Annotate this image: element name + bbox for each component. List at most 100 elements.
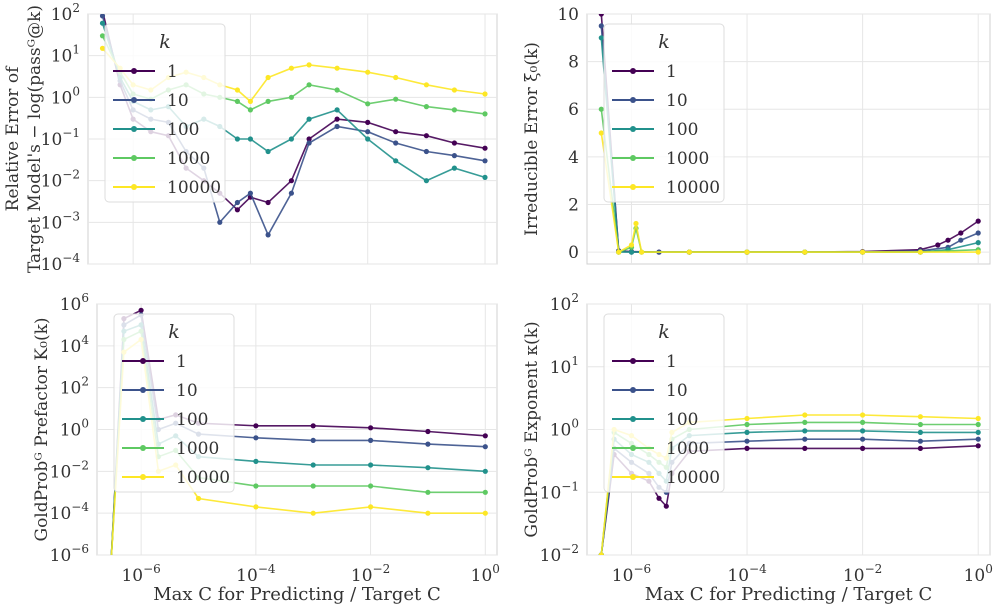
series-point-k10 [365, 129, 371, 135]
series-point-k10000 [482, 91, 488, 97]
series-point-k1 [935, 242, 941, 248]
series-point-k10000 [368, 504, 374, 510]
series-point-k100 [425, 465, 431, 471]
y-tick-exponent: 1 [72, 43, 80, 57]
series-point-k1000 [310, 483, 316, 489]
series-group [598, 14, 981, 255]
legend-label: 10 [666, 91, 688, 111]
y-tick-label: 4 [568, 148, 579, 168]
series-point-k100 [368, 462, 374, 468]
legend-swatch-marker [630, 97, 636, 103]
series-point-k100 [99, 20, 106, 26]
legend-swatch-marker [630, 155, 636, 161]
series-point-k1000 [451, 107, 457, 113]
series-point-k100 [451, 165, 457, 171]
series-point-k10000 [628, 242, 635, 248]
legend-label: 10 [176, 381, 198, 401]
y-tick-label: 101 [550, 354, 579, 378]
series-point-k10000 [234, 87, 240, 93]
series-point-k10 [860, 436, 866, 442]
series-point-k1000 [975, 421, 981, 428]
series-point-k1 [334, 116, 340, 122]
legend-title: k [168, 321, 180, 343]
series-point-k10 [451, 153, 457, 159]
series-point-k10 [425, 441, 431, 447]
series-point-k10 [109, 559, 114, 564]
y-tick-label: 10−2 [50, 458, 89, 482]
series-point-k10000 [860, 249, 866, 255]
y-axis-label: Irreducible Error ξ₀(k) [522, 42, 542, 236]
series-point-k1000 [288, 94, 294, 100]
legend-label: 100 [666, 120, 698, 140]
series-point-k1 [482, 145, 488, 151]
series-point-k100 [975, 429, 981, 435]
y-tick-base: 10 [41, 172, 63, 192]
x-tick-exponent: −6 [143, 562, 161, 576]
legend-swatch-marker [131, 184, 137, 190]
series-point-k100 [482, 174, 488, 180]
series-point-k100 [265, 148, 271, 155]
series-point-k10000 [975, 249, 981, 255]
legend-label: 1000 [167, 149, 210, 169]
legend-swatch-marker [131, 155, 137, 161]
series-point-k1000 [744, 421, 750, 428]
panel-tr: 0 2 4 6 8 10 Irreducible Error ξ₀(k) k 1 10 100 100… [522, 5, 991, 265]
series-point-k10000 [744, 249, 750, 255]
legend-label: 1 [167, 62, 178, 82]
series-point-k100 [860, 428, 866, 434]
series-point-k1 [310, 423, 316, 429]
series-point-k1000 [802, 419, 808, 425]
series-point-k10 [306, 140, 312, 146]
series-point-k1 [109, 559, 114, 564]
y-tick-base: 10 [51, 47, 73, 67]
series-point-k10000 [247, 98, 253, 104]
x-tick-exponent: −6 [633, 562, 651, 576]
y-tick-exponent: −1 [561, 479, 579, 493]
series-point-k10 [288, 190, 294, 196]
x-tick-label: 10−2 [351, 562, 390, 586]
series-point-k10000 [265, 74, 271, 81]
y-tick-label: 10−4 [50, 500, 90, 524]
y-tick-base: 10 [550, 421, 572, 441]
y-tick-label: 10−3 [41, 209, 80, 233]
legend-label: 10 [666, 381, 688, 401]
y-tick-exponent: 0 [81, 417, 89, 431]
y-tick-exponent: −4 [62, 251, 80, 265]
series-point-k1 [598, 14, 604, 17]
legend-title: k [159, 31, 171, 53]
y-tick-text: 8 [568, 53, 579, 73]
series-point-k10000 [99, 45, 106, 51]
y-tick-base: 10 [550, 358, 572, 378]
x-tick-label: 10−2 [843, 562, 882, 586]
y-tick-label: 6 [568, 100, 579, 120]
y-tick-base: 10 [50, 546, 72, 566]
y-axis-label: Relative Error of [3, 65, 23, 211]
series-point-k1000 [393, 96, 399, 102]
legend-label: 100 [167, 120, 199, 140]
series-point-k10000 [365, 69, 371, 75]
series-point-k10 [393, 140, 399, 146]
y-tick-base: 10 [540, 546, 562, 566]
y-tick-label: 101 [51, 43, 80, 67]
legend-label: 1000 [666, 439, 709, 459]
series-point-k100 [310, 462, 316, 468]
x-tick-base: 10 [236, 566, 258, 586]
series-point-k1000 [482, 489, 488, 495]
x-tick-base: 10 [612, 566, 634, 586]
series-point-k1000 [482, 111, 488, 117]
series-point-k1000 [368, 483, 374, 489]
y-tick-base: 10 [60, 295, 82, 315]
x-tick-label: 100 [964, 562, 993, 586]
series-point-k10000 [451, 87, 457, 93]
series-point-k100 [334, 107, 340, 113]
legend-swatch-marker [630, 445, 636, 451]
series-point-k10000 [334, 65, 340, 71]
x-tick-base: 10 [471, 566, 493, 586]
x-tick-exponent: 0 [985, 562, 993, 576]
series-point-k100 [802, 428, 808, 434]
legend-label: 10000 [666, 178, 720, 198]
series-point-k10 [423, 148, 429, 155]
series-point-k1 [423, 133, 429, 139]
y-tick-label: 10−6 [50, 542, 89, 566]
